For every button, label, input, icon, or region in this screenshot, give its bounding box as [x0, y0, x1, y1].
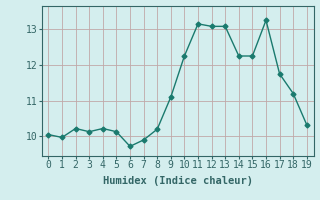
X-axis label: Humidex (Indice chaleur): Humidex (Indice chaleur)	[103, 176, 252, 186]
